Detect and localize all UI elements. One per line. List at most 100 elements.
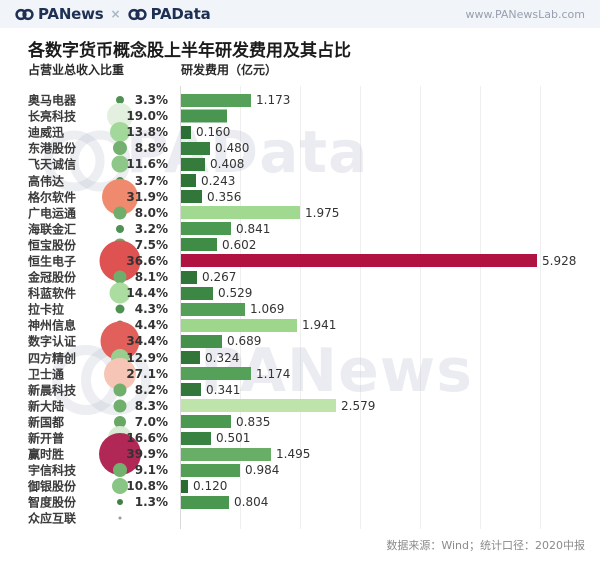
bar-wrap: 0.324 [181, 351, 239, 365]
rnd-value-label: 0.804 [234, 495, 269, 510]
rnd-bar [181, 286, 213, 300]
pct-label: 3.2% [134, 221, 168, 236]
rnd-value-label: 0.841 [236, 221, 271, 236]
bar-wrap: 1.173 [181, 93, 290, 107]
chart-row: 宇信科技 9.1% 0.984 [0, 462, 600, 478]
company-label: 格尔软件 [28, 190, 77, 205]
rnd-bar [181, 318, 297, 332]
bar-wrap: 1.174 [181, 367, 290, 381]
company-label: 飞天诚信 [28, 157, 77, 172]
pct-bubble [117, 499, 123, 506]
rnd-value-label: 2.579 [341, 398, 376, 413]
company-label: 科蓝软件 [28, 286, 77, 301]
pct-bubble [114, 415, 126, 428]
rnd-value-label: 0.120 [193, 479, 228, 494]
rnd-value-label: 0.267 [202, 270, 237, 285]
chart-row: 御银股份 10.8% 0.120 [0, 478, 600, 495]
chart-row: 四方精创 12.9% 0.324 [0, 348, 600, 367]
rnd-bar [181, 109, 227, 123]
company-label: 卫士通 [28, 367, 65, 382]
chart-row: 迪威迅 13.8% 0.160 [0, 122, 600, 143]
panews-logo-icon [15, 8, 34, 20]
rnd-bar [181, 415, 231, 429]
company-label: 广电运通 [28, 206, 77, 221]
bar-wrap: 0.529 [181, 286, 252, 300]
bar-wrap: 0.835 [181, 415, 270, 429]
pct-label: 8.8% [134, 141, 168, 156]
chart-row: 新大陆 8.3% 2.579 [0, 398, 600, 414]
chart-row: 长亮科技 19.0% [0, 103, 600, 130]
company-label: 新开普 [28, 431, 65, 446]
chart-row: 拉卡拉 4.3% 1.069 [0, 301, 600, 317]
pct-bubble [113, 206, 127, 220]
company-label: 宇信科技 [28, 463, 77, 478]
company-label: 恒宝股份 [28, 238, 77, 253]
bar-wrap: 0.356 [181, 190, 241, 204]
company-label: 神州信息 [28, 318, 77, 333]
chart-row: 广电运通 8.0% 1.975 [0, 205, 600, 221]
rnd-value-label: 0.480 [215, 141, 250, 156]
chart-row: 高伟达 3.7% 0.243 [0, 172, 600, 189]
chart-row: 科蓝软件 14.4% 0.529 [0, 282, 600, 304]
company-label: 迪威迅 [28, 125, 65, 140]
rnd-bar [181, 399, 336, 413]
pct-label: 1.3% [134, 495, 168, 510]
chart-row: 智度股份 1.3% 0.804 [0, 494, 600, 510]
rnd-value-label: 0.324 [205, 350, 240, 365]
bar-wrap: 0.267 [181, 270, 236, 284]
pct-bubble [112, 478, 128, 495]
bubble-column-caption: 占营业总收入比重 [28, 63, 125, 77]
chart-row: 格尔软件 31.9% 0.356 [0, 178, 600, 215]
pct-label: 3.7% [134, 173, 168, 188]
company-label: 四方精创 [28, 351, 77, 366]
pct-label: 14.4% [126, 286, 168, 301]
bar-wrap: 0.984 [181, 463, 279, 477]
pct-bubble [113, 463, 127, 478]
pct-label: 39.9% [126, 447, 168, 462]
rnd-bar [181, 463, 240, 477]
rnd-bar [181, 447, 271, 461]
rnd-value-label: 1.941 [302, 318, 337, 333]
rnd-bar [181, 431, 211, 445]
rnd-bar [181, 190, 202, 204]
company-label: 金冠股份 [28, 270, 77, 285]
pct-label: 10.8% [126, 479, 168, 494]
site-header: PANews × PAData www.PANewsLab.com [0, 0, 600, 28]
rnd-bar [181, 334, 222, 348]
pct-label: 8.2% [134, 382, 168, 397]
company-label: 新国都 [28, 415, 65, 430]
pct-label: 13.8% [126, 125, 168, 140]
chart-row: 飞天诚信 11.6% 0.408 [0, 155, 600, 173]
pct-label: 4.3% [134, 302, 168, 317]
chart-row: 新晨科技 8.2% 0.341 [0, 382, 600, 398]
bar-wrap: 0.480 [181, 141, 249, 155]
chart-row: 恒宝股份 7.5% 0.602 [0, 237, 600, 253]
chart-row: 赢时胜 39.9% 1.495 [0, 433, 600, 476]
chart-row: 众应互联 [0, 510, 600, 526]
pct-bubble [115, 304, 125, 314]
chart-row: 数字认证 34.4% 0.689 [0, 321, 600, 361]
rnd-bar [181, 238, 217, 252]
company-label: 新晨科技 [28, 383, 77, 398]
bar-wrap: 0.602 [181, 238, 256, 252]
pct-bubble [116, 96, 124, 105]
rnd-bar [181, 93, 251, 107]
brand-separator: × [110, 7, 121, 21]
company-label: 海联金汇 [28, 222, 77, 237]
rnd-bar [181, 206, 300, 220]
company-label: 众应互联 [28, 511, 77, 526]
bar-wrap: 0.341 [181, 383, 240, 397]
bar-wrap: 1.975 [181, 206, 339, 220]
rnd-value-label: 0.341 [206, 382, 241, 397]
pct-bubble [113, 383, 127, 397]
panews-brand-name: PANews [38, 5, 104, 23]
chart-row: 卫士通 27.1% 1.174 [0, 357, 600, 390]
rnd-value-label: 0.984 [245, 463, 280, 478]
data-source-note: 数据来源：Wind；统计口径：2020中报 [386, 539, 585, 552]
rnd-value-label: 1.174 [256, 366, 291, 381]
chart-row: 新开普 16.6% 0.501 [0, 426, 600, 451]
website-url: www.PANewsLab.com [465, 7, 586, 21]
pct-label: 8.0% [134, 205, 168, 220]
rnd-bar [181, 383, 201, 397]
company-label: 东港股份 [28, 141, 77, 156]
